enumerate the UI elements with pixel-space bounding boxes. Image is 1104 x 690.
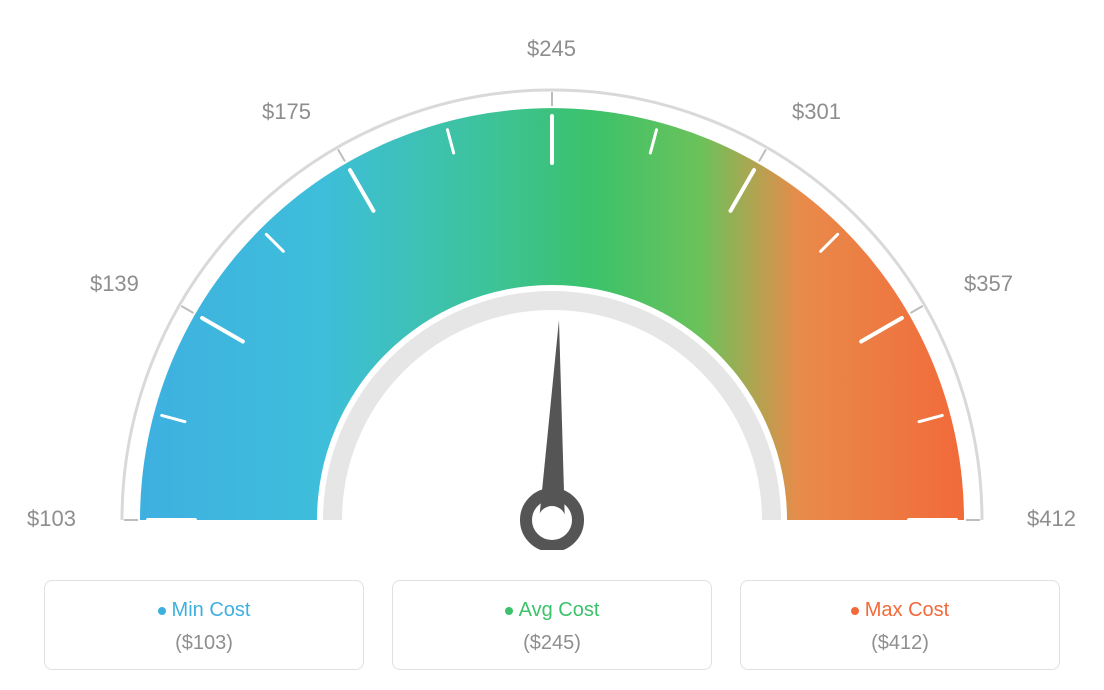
legend-min-value: ($103) <box>55 632 353 655</box>
gauge-area: $103 $139 $175 $245 $301 $357 $412 <box>0 0 1104 560</box>
tick-label-4: $301 <box>792 99 841 125</box>
legend-max-title: Max Cost <box>751 599 1049 622</box>
dot-icon <box>505 607 513 615</box>
legend-avg: Avg Cost ($245) <box>392 580 712 670</box>
tick-label-2: $175 <box>262 99 311 125</box>
tick-label-3: $245 <box>527 36 576 62</box>
legend-max-value: ($412) <box>751 632 1049 655</box>
legend-avg-value: ($245) <box>403 632 701 655</box>
dot-icon <box>851 607 859 615</box>
legend-min-title: Min Cost <box>55 599 353 622</box>
cost-gauge-infographic: $103 $139 $175 $245 $301 $357 $412 Min C… <box>0 0 1104 690</box>
tick-label-5: $357 <box>964 271 1013 297</box>
tick-label-6: $412 <box>1027 506 1076 532</box>
legend-min-label: Min Cost <box>172 599 251 621</box>
legend-max: Max Cost ($412) <box>740 580 1060 670</box>
legend-min: Min Cost ($103) <box>44 580 364 670</box>
gauge-svg <box>102 30 1002 550</box>
legend-row: Min Cost ($103) Avg Cost ($245) Max Cost… <box>0 580 1104 670</box>
tick-label-1: $139 <box>90 271 139 297</box>
legend-avg-title: Avg Cost <box>403 599 701 622</box>
dot-icon <box>158 607 166 615</box>
tick-label-0: $103 <box>27 506 76 532</box>
legend-max-label: Max Cost <box>865 599 949 621</box>
legend-avg-label: Avg Cost <box>519 599 600 621</box>
